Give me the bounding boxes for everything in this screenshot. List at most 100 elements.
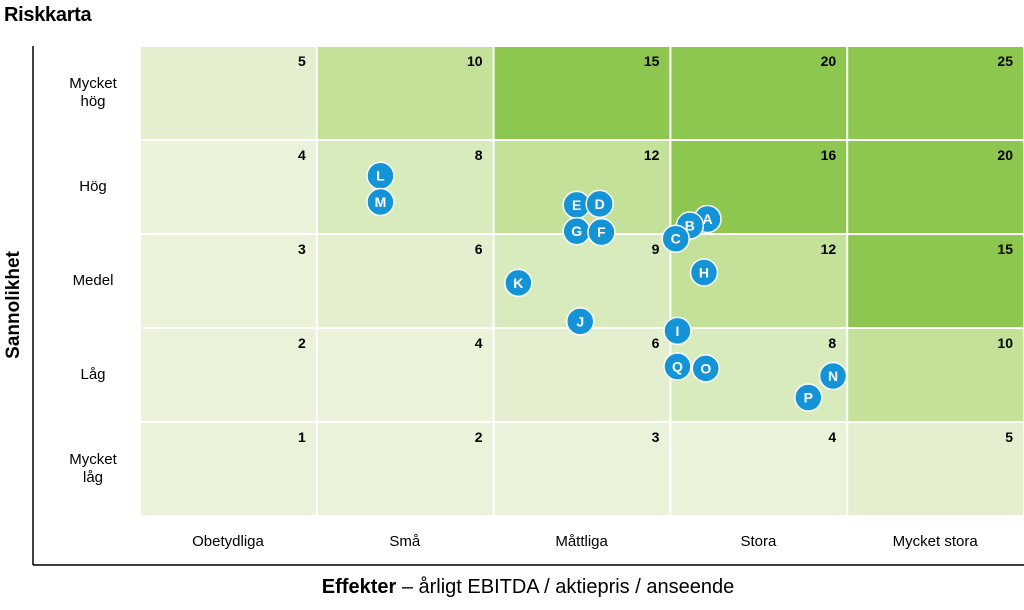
x-category-label: Mycket stora (892, 533, 978, 550)
y-category-label-line: Mycket (69, 75, 117, 92)
risk-point-f: F (587, 217, 616, 247)
risk-cell (317, 47, 493, 139)
risk-cell (671, 423, 847, 515)
risk-point-q: Q (663, 352, 692, 381)
y-category-label-line: Hög (79, 178, 107, 195)
cell-score-label: 1 (298, 429, 306, 445)
risk-cell (848, 329, 1023, 421)
cell-score-label: 4 (828, 429, 836, 445)
risk-point-d: D (585, 189, 614, 219)
risk-point-label: L (376, 168, 385, 184)
risk-points: LM E DG F ABC H K J I Q O NP (366, 161, 848, 412)
risk-cell (141, 47, 316, 139)
risk-point-label: Q (672, 359, 683, 375)
risk-point-label: K (513, 275, 523, 291)
risk-cell (848, 141, 1023, 233)
cell-score-label: 8 (475, 147, 483, 163)
risk-point-g: G (562, 216, 591, 246)
risk-point-label: E (572, 197, 581, 213)
cell-score-label: 3 (652, 429, 660, 445)
risk-matrix-cells (141, 47, 1023, 515)
cell-score-label: 3 (298, 241, 306, 257)
risk-point-o: O (691, 354, 721, 383)
x-category-label: Måttliga (555, 533, 608, 550)
x-axis-title-bold: Effekter (321, 576, 397, 598)
risk-point-marker (663, 352, 692, 381)
cell-score-label: 12 (644, 147, 660, 163)
risk-cell (317, 329, 493, 421)
cell-score-label: 8 (828, 335, 836, 351)
risk-point-l: L (366, 161, 395, 190)
cell-score-label: 9 (652, 241, 660, 257)
risk-cell (317, 423, 493, 515)
cell-score-label: 10 (997, 335, 1013, 351)
cell-score-label: 12 (821, 241, 837, 257)
x-axis-title-rest: – årligt EBITDA / aktiepris / anseende (396, 576, 735, 598)
cell-score-label: 4 (475, 335, 483, 351)
cell-score-label: 6 (475, 241, 483, 257)
risk-point-marker (587, 217, 616, 247)
cell-score-label: 20 (997, 147, 1013, 163)
x-category-label: Små (389, 533, 421, 550)
cell-score-label: 15 (997, 241, 1013, 257)
y-category-label: Hög (40, 178, 146, 196)
y-category-label: Mycket låg (40, 451, 146, 487)
y-category-label-line: Medel (72, 272, 114, 289)
risk-point-marker (689, 258, 719, 287)
risk-point-label: O (700, 360, 711, 376)
cell-score-label: 20 (821, 53, 837, 69)
risk-point-label: D (595, 196, 605, 212)
risk-point-k: K (504, 268, 533, 298)
risk-cell (141, 329, 316, 421)
risk-point-p: P (794, 383, 823, 412)
cell-score-label: 2 (298, 335, 306, 351)
risk-point-marker (504, 268, 533, 298)
y-category-label: Låg (40, 366, 146, 384)
risk-point-label: J (576, 313, 584, 329)
cell-score-label: 5 (1005, 429, 1013, 445)
risk-cell (494, 329, 670, 421)
risk-point-n: N (818, 361, 848, 391)
cell-score-label: 10 (467, 53, 483, 69)
risk-point-label: C (671, 231, 681, 247)
cell-score-label: 2 (475, 429, 483, 445)
risk-cell (141, 141, 316, 233)
cell-score-label: 15 (644, 53, 660, 69)
risk-cell (848, 423, 1023, 515)
risk-point-c: C (661, 224, 690, 253)
cell-score-label: 6 (652, 335, 660, 351)
x-category-label: Obetydliga (192, 533, 264, 550)
risk-point-marker (366, 187, 395, 217)
risk-point-label: B (685, 218, 695, 234)
risk-point-i: I (663, 316, 692, 346)
cell-score-label: 5 (298, 53, 306, 69)
cell-score-label: 16 (821, 147, 837, 163)
cell-score-label: 4 (298, 147, 306, 163)
x-category-label: Stora (740, 533, 777, 550)
risk-matrix-axes (32, 46, 1024, 566)
risk-cell (141, 423, 316, 515)
risk-point-marker (818, 361, 848, 391)
risk-point-marker (565, 307, 595, 336)
y-category-label-line: Mycket (69, 451, 117, 468)
risk-cell (494, 423, 670, 515)
risk-point-marker (663, 316, 692, 346)
risk-point-label: N (828, 368, 838, 384)
risk-point-label: A (702, 211, 712, 227)
risk-point-marker (585, 189, 614, 219)
y-category-label-line: hög (80, 93, 106, 110)
risk-cell (141, 235, 316, 327)
chart-title: Riskkarta (4, 4, 92, 26)
x-axis-title: Effekter – årligt EBITDA / aktiepris / a… (322, 576, 734, 599)
risk-cell (848, 47, 1023, 139)
cell-score-label: 25 (997, 53, 1013, 69)
risk-point-label: M (375, 194, 387, 210)
risk-point-j: J (565, 307, 595, 336)
risk-point-label: G (571, 223, 582, 239)
risk-cell (317, 235, 493, 327)
risk-cell (317, 141, 493, 233)
risk-point-label: P (804, 390, 813, 406)
risk-point-label: H (699, 265, 709, 281)
y-category-label-line: Låg (80, 366, 106, 383)
